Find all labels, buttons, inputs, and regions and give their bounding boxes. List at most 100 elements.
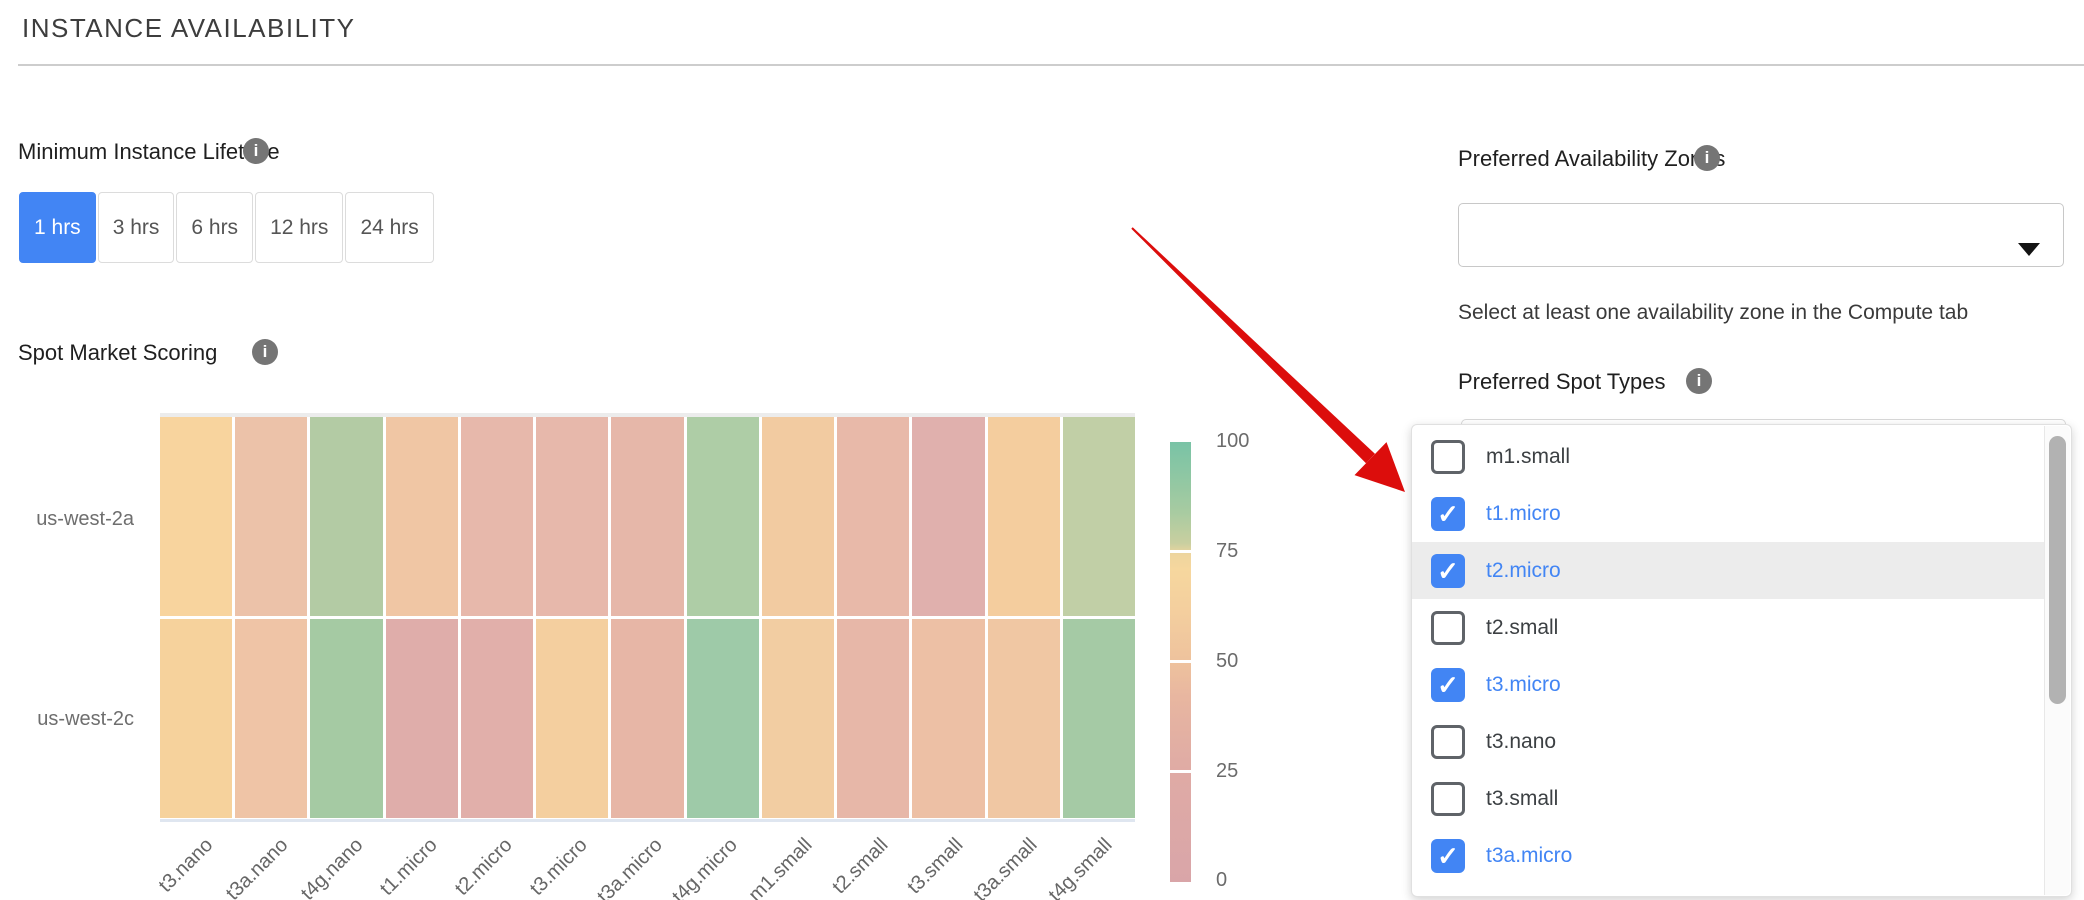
heatmap-cell-us-west-2c-t2.micro bbox=[460, 619, 534, 818]
heatmap-cell-us-west-2a-t3a.small bbox=[987, 417, 1060, 616]
heatmap-cell-us-west-2c-t3a.nano bbox=[235, 619, 308, 818]
checkbox-unchecked[interactable] bbox=[1431, 781, 1465, 816]
heatmap-cell-us-west-2a-m1.small bbox=[761, 417, 835, 616]
header-divider bbox=[18, 64, 2084, 66]
heatmap-cell-us-west-2c-m1.small bbox=[761, 619, 835, 818]
heatmap-cell-us-west-2c-t3.micro bbox=[536, 619, 609, 818]
chevron-down-icon[interactable] bbox=[2018, 243, 2040, 256]
x-tick-label: t1.micro bbox=[376, 834, 443, 900]
spot-type-option-t1.micro[interactable]: ✓ t1.micro bbox=[1412, 485, 2045, 542]
lifetime-option-24-hrs[interactable]: 24 hrs bbox=[345, 192, 434, 263]
heatmap-top-strip bbox=[160, 413, 1135, 417]
heatmap-axis-line bbox=[160, 819, 1135, 822]
colorbar-label-0: 0 bbox=[1216, 869, 1228, 891]
heatmap-cell-us-west-2a-t3a.micro bbox=[611, 417, 684, 616]
x-tick-label: t2.micro bbox=[451, 834, 518, 900]
scrollbar-track[interactable] bbox=[2044, 426, 2070, 895]
preferred-spot-types-label: Preferred Spot Types bbox=[1458, 369, 1666, 394]
heatmap-cell-us-west-2a-t3.micro bbox=[536, 417, 609, 616]
spot-type-option-m1.small[interactable]: m1.small bbox=[1412, 428, 2045, 485]
checkbox-unchecked[interactable] bbox=[1431, 610, 1465, 645]
heatmap-cell-us-west-2a-t4g.micro bbox=[686, 417, 759, 616]
spot-type-label: t1.micro bbox=[1486, 501, 1561, 525]
checkbox-checked[interactable]: ✓ bbox=[1431, 496, 1465, 531]
availability-zones-helper-text: Select at least one availability zone in… bbox=[1458, 301, 1969, 324]
lifetime-option-3-hrs[interactable]: 3 hrs bbox=[97, 192, 175, 263]
preferred-availability-zones-label: Preferred Availability Zones bbox=[1458, 146, 1726, 171]
colorbar-tick bbox=[1170, 550, 1191, 553]
heatmap-cell-us-west-2a-t1.micro bbox=[385, 417, 458, 616]
spot-type-option-t3a.micro[interactable]: ✓ t3a.micro bbox=[1412, 827, 2045, 884]
spot-type-label: t2.micro bbox=[1486, 558, 1561, 582]
check-icon: ✓ bbox=[1437, 555, 1459, 586]
colorbar-label-75: 75 bbox=[1216, 540, 1239, 562]
colorbar-label-50: 50 bbox=[1216, 650, 1239, 672]
heatmap-cell-us-west-2c-t3.nano bbox=[160, 619, 233, 818]
lifetime-option-12-hrs[interactable]: 12 hrs bbox=[255, 192, 344, 263]
heatmap-cell-us-west-2c-t3a.micro bbox=[611, 619, 684, 818]
heatmap-grid bbox=[160, 417, 1135, 818]
spot-type-label: t3a.micro bbox=[1486, 843, 1573, 867]
spot-type-label: t3.nano bbox=[1486, 729, 1557, 753]
annotation-arrow bbox=[1131, 227, 1405, 492]
x-tick-label: t3.small bbox=[902, 834, 968, 899]
heatmap-cell-us-west-2c-t4g.small bbox=[1062, 619, 1135, 818]
lifetime-option-1-hrs[interactable]: 1 hrs bbox=[19, 192, 96, 263]
heatmap-cell-us-west-2a-t3.nano bbox=[160, 417, 233, 616]
info-icon[interactable]: i bbox=[1694, 145, 1720, 171]
check-icon: ✓ bbox=[1437, 498, 1459, 529]
spot-type-label: t3.micro bbox=[1486, 672, 1561, 696]
heatmap-cell-us-west-2a-t2.micro bbox=[460, 417, 534, 616]
page-title: INSTANCE AVAILABILITY bbox=[22, 13, 356, 43]
checkbox-checked[interactable]: ✓ bbox=[1431, 667, 1465, 702]
checkbox-checked[interactable]: ✓ bbox=[1431, 838, 1465, 873]
colorbar-tick bbox=[1170, 770, 1191, 773]
heatmap-cell-us-west-2c-t4g.nano bbox=[310, 619, 383, 818]
availability-zones-select[interactable] bbox=[1458, 203, 2064, 267]
heatmap-cell-us-west-2a-t3a.nano bbox=[235, 417, 308, 616]
checkbox-checked[interactable]: ✓ bbox=[1431, 553, 1465, 588]
x-tick-label: t3.micro bbox=[526, 834, 593, 900]
checkbox-unchecked[interactable] bbox=[1431, 439, 1465, 474]
spot-types-select-edge bbox=[1461, 419, 2066, 428]
colorbar-label-25: 25 bbox=[1216, 760, 1239, 782]
scrollbar-thumb[interactable] bbox=[2049, 436, 2066, 704]
spot-market-scoring-label: Spot Market Scoring bbox=[18, 340, 218, 365]
spot-type-option-t2.micro[interactable]: ✓ t2.micro bbox=[1412, 542, 2045, 599]
heatmap-cell-us-west-2c-t4g.micro bbox=[686, 619, 759, 818]
info-icon[interactable]: i bbox=[243, 138, 269, 164]
heatmap-cell-us-west-2a-t4g.small bbox=[1062, 417, 1135, 616]
x-tick-label: t4g.nano bbox=[296, 834, 368, 900]
spot-type-option-t2.small[interactable]: t2.small bbox=[1412, 599, 2045, 656]
spot-type-option-t3.nano[interactable]: t3.nano bbox=[1412, 713, 2045, 770]
info-icon[interactable]: i bbox=[1686, 368, 1712, 394]
minimum-instance-lifetime-label: Minimum Instance Lifetime bbox=[18, 139, 280, 164]
spot-market-heatmap bbox=[160, 413, 1135, 822]
colorbar-tick bbox=[1170, 660, 1191, 663]
spot-type-option-t3.small[interactable]: t3.small bbox=[1412, 770, 2045, 827]
heatmap-cell-us-west-2c-t3.small bbox=[912, 619, 985, 818]
x-tick-label: m1.small bbox=[744, 834, 818, 900]
x-tick-label: t4g.micro bbox=[668, 834, 743, 900]
heatmap-row-label: us-west-2a bbox=[36, 508, 134, 530]
lifetime-option-6-hrs[interactable]: 6 hrs bbox=[176, 192, 254, 263]
heatmap-cell-us-west-2a-t3.small bbox=[912, 417, 985, 616]
spot-type-label: m1.small bbox=[1486, 444, 1571, 468]
spot-types-list: m1.small ✓ t1.micro ✓ t2.micro t2.small ✓ t3.mi… bbox=[1412, 428, 2071, 884]
info-icon[interactable]: i bbox=[252, 339, 278, 365]
heatmap-cell-us-west-2c-t1.micro bbox=[385, 619, 458, 818]
x-tick-label: t4g.small bbox=[1044, 834, 1118, 900]
checkbox-unchecked[interactable] bbox=[1431, 724, 1465, 759]
spot-type-label: t2.small bbox=[1486, 615, 1559, 639]
check-icon: ✓ bbox=[1437, 669, 1459, 700]
colorbar-label-100: 100 bbox=[1216, 430, 1250, 452]
x-tick-label: t3a.nano bbox=[221, 834, 293, 900]
heatmap-row-label: us-west-2c bbox=[37, 708, 134, 730]
spot-types-dropdown: m1.small ✓ t1.micro ✓ t2.micro t2.small ✓ t3.mi… bbox=[1411, 424, 2072, 897]
heatmap-cell-us-west-2a-t4g.nano bbox=[310, 417, 383, 616]
heatmap-cell-us-west-2c-t3a.small bbox=[987, 619, 1060, 818]
spot-type-option-t3.micro[interactable]: ✓ t3.micro bbox=[1412, 656, 2045, 713]
heatmap-cell-us-west-2c-t2.small bbox=[837, 619, 910, 818]
heatmap-cell-us-west-2a-t2.small bbox=[837, 417, 910, 616]
